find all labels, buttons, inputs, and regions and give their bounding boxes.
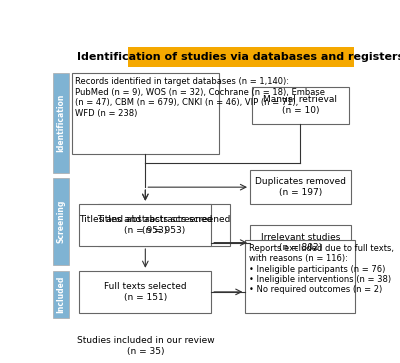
- Bar: [80, 327, 211, 363]
- Bar: [72, 73, 219, 154]
- Bar: [250, 225, 351, 260]
- Text: Irrelevant studies
(n = 802): Irrelevant studies (n = 802): [261, 233, 340, 252]
- Bar: [80, 271, 211, 313]
- Text: Titles and abstracts screened
(n = 953): Titles and abstracts screened (n = 953): [97, 215, 231, 234]
- Text: Included: Included: [56, 276, 65, 313]
- Text: Studies included in our review
(n = 35): Studies included in our review (n = 35): [76, 337, 214, 356]
- Text: Duplicates removed
(n = 197): Duplicates removed (n = 197): [255, 178, 346, 197]
- Bar: [245, 240, 355, 313]
- Text: Identification: Identification: [56, 94, 65, 152]
- Bar: [80, 204, 211, 246]
- Bar: [53, 271, 69, 318]
- Bar: [98, 204, 230, 246]
- Bar: [252, 87, 349, 124]
- Bar: [53, 73, 69, 173]
- Text: Records identified in target databases (n = 1,140):
PubMed (n = 9), WOS (n = 32): Records identified in target databases (…: [75, 77, 325, 118]
- Text: Screening: Screening: [56, 200, 65, 243]
- Bar: [128, 46, 354, 67]
- Text: Full texts selected
(n = 151): Full texts selected (n = 151): [104, 282, 187, 302]
- Bar: [53, 178, 69, 265]
- Text: Manual retrieval
(n = 10): Manual retrieval (n = 10): [263, 95, 337, 115]
- Bar: [250, 170, 351, 204]
- Text: Titles and abstracts screened
(n = 953): Titles and abstracts screened (n = 953): [79, 215, 212, 234]
- Text: Identification of studies via databases and registers: Identification of studies via databases …: [77, 52, 400, 62]
- Text: Reports excluded due to full texts,
with reasons (n = 116):
• Ineligible partici: Reports excluded due to full texts, with…: [249, 244, 394, 294]
